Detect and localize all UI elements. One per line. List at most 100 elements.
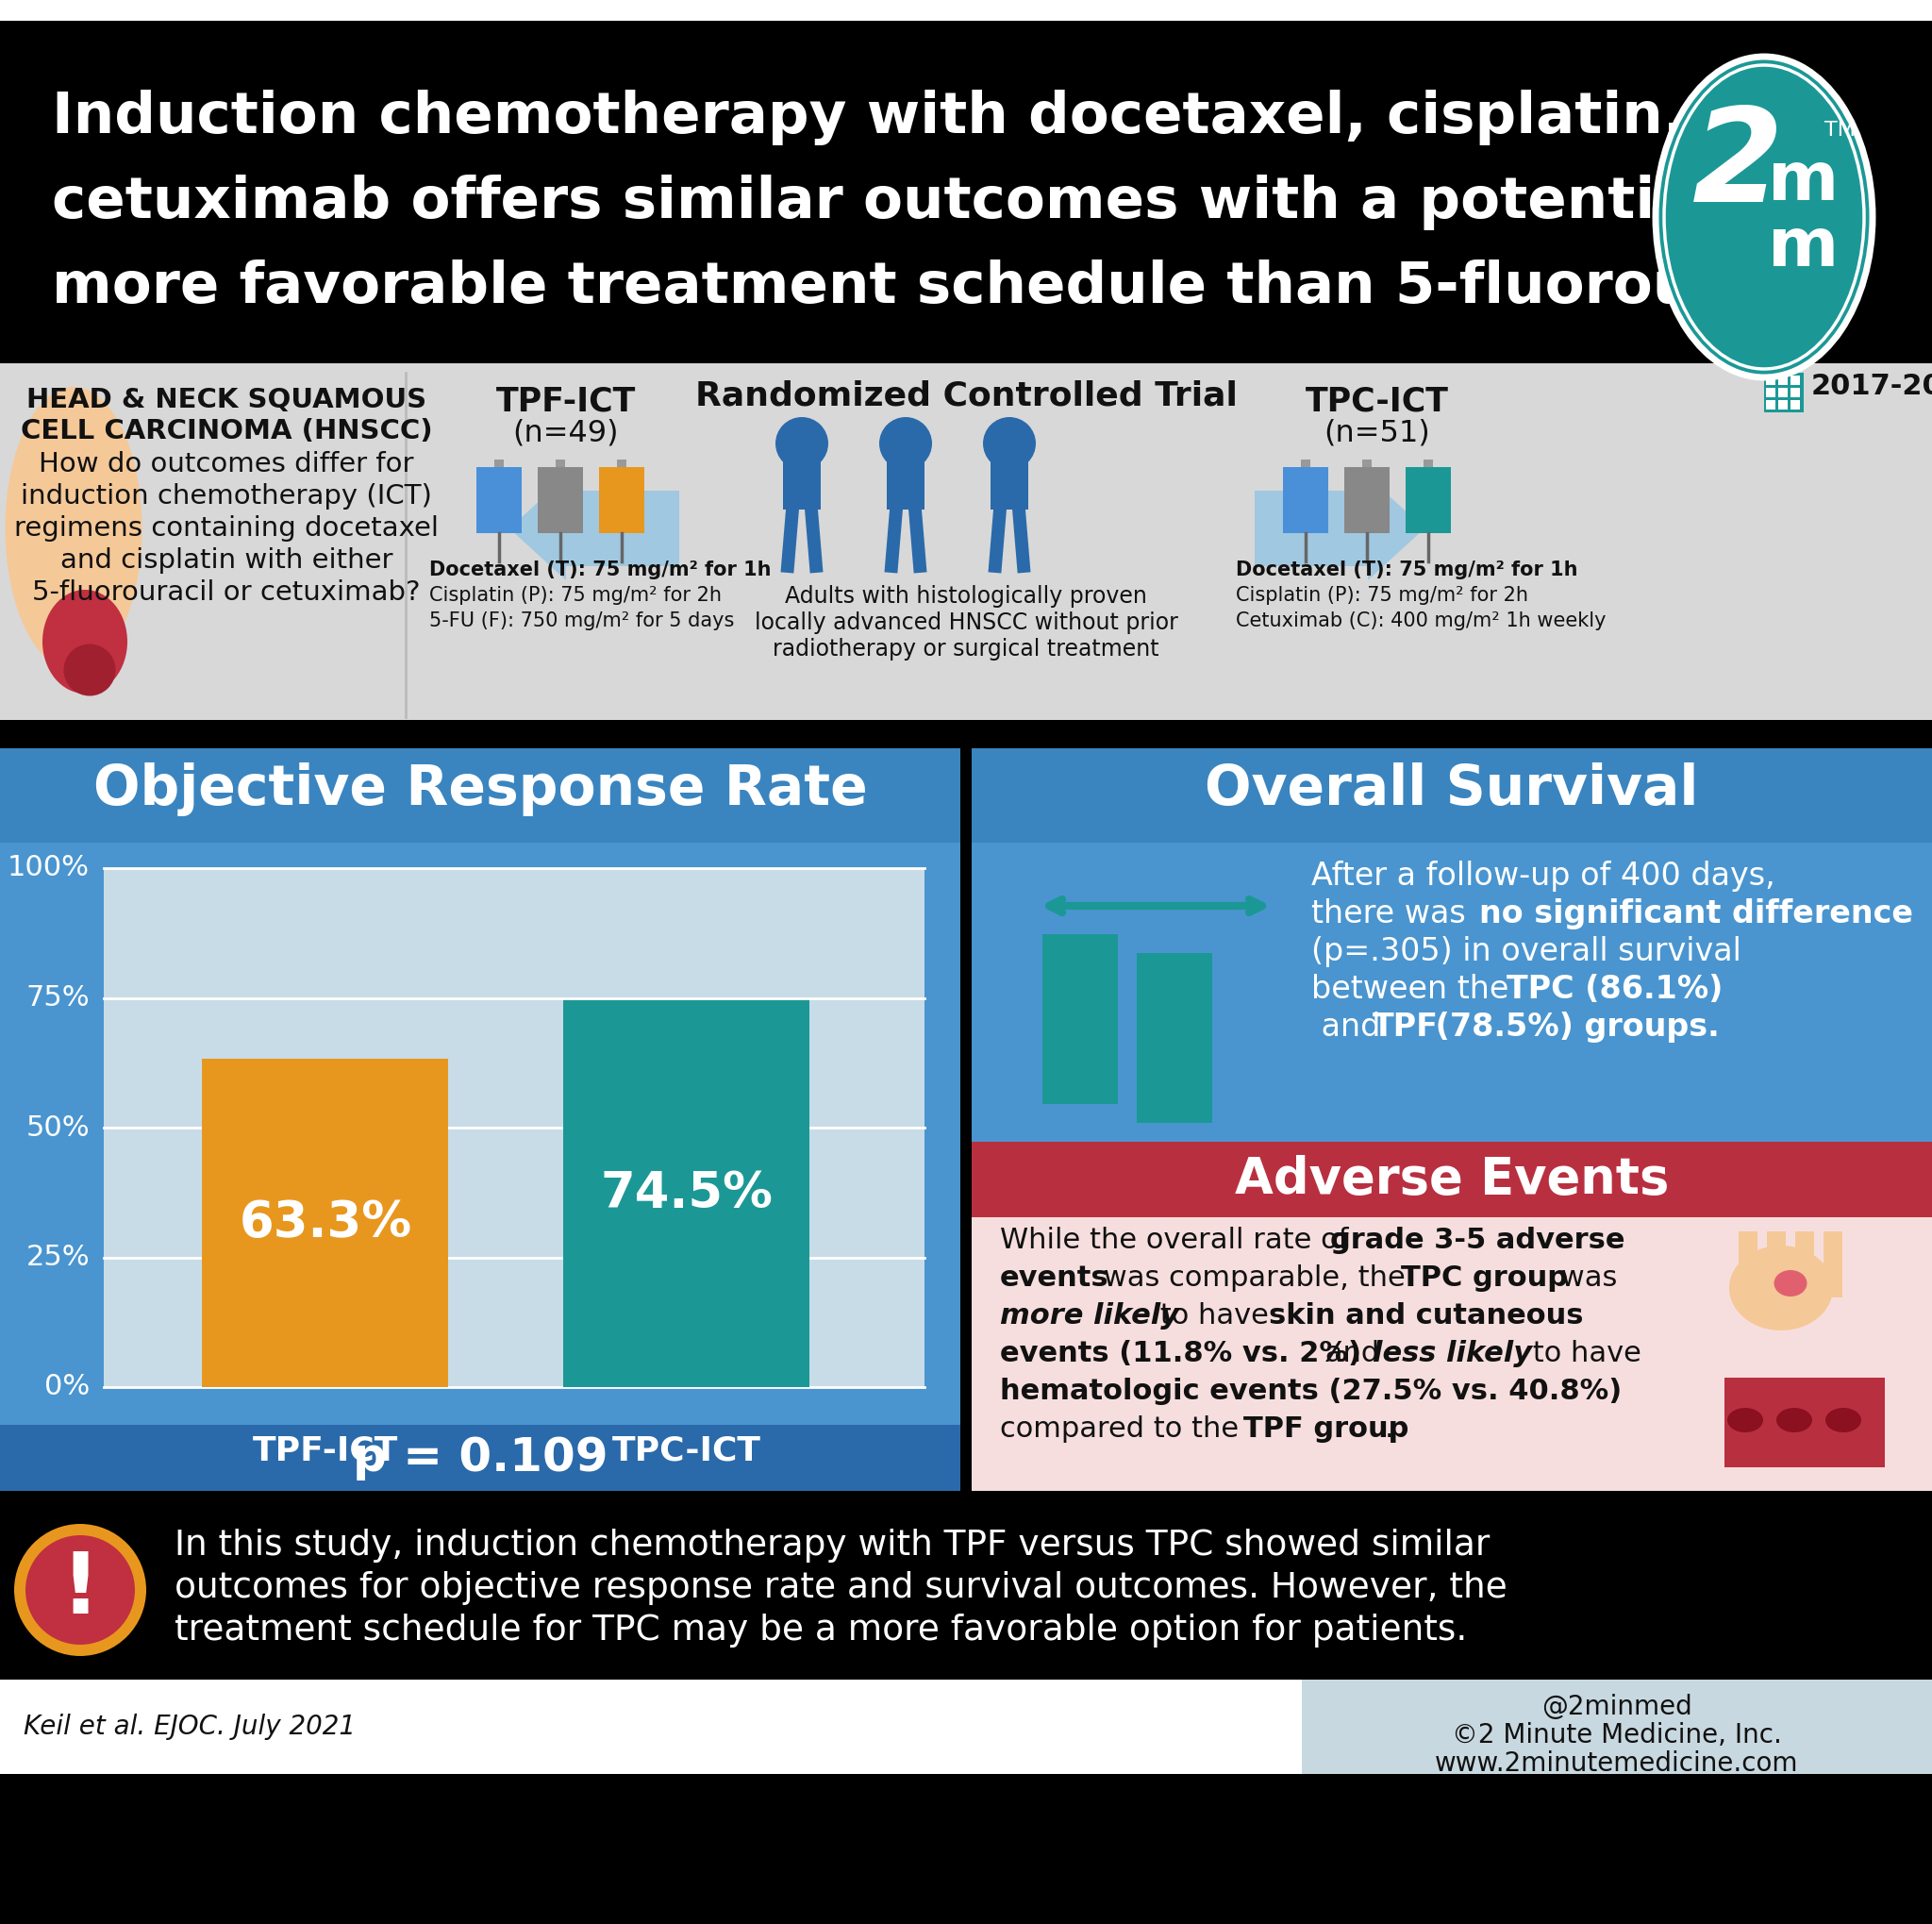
Text: .: . <box>1385 1416 1393 1443</box>
Bar <box>1136 952 1211 1124</box>
Text: Adverse Events: Adverse Events <box>1235 1154 1669 1204</box>
Circle shape <box>775 418 829 469</box>
Text: (n=51): (n=51) <box>1323 418 1430 446</box>
Text: Adults with histologically proven: Adults with histologically proven <box>784 585 1148 608</box>
Text: TPF-ICT: TPF-ICT <box>253 1433 398 1466</box>
FancyArrow shape <box>1254 477 1424 581</box>
Bar <box>599 468 643 533</box>
Text: m: m <box>1768 215 1839 279</box>
Ellipse shape <box>1727 1408 1764 1431</box>
Text: Docetaxel (T): 75 mg/m² for 1h: Docetaxel (T): 75 mg/m² for 1h <box>1236 560 1578 579</box>
Text: was comparable, the: was comparable, the <box>1094 1264 1414 1291</box>
Text: TM: TM <box>1824 121 1855 140</box>
Bar <box>1824 1231 1843 1297</box>
Text: Cisplatin (P): 75 mg/m² for 2h: Cisplatin (P): 75 mg/m² for 2h <box>429 587 723 604</box>
Text: 2017-2019: 2017-2019 <box>1812 373 1932 400</box>
Bar <box>556 460 564 468</box>
Bar <box>495 460 504 468</box>
Bar <box>1043 935 1119 1104</box>
Text: to have: to have <box>1524 1339 1642 1368</box>
Bar <box>1791 375 1801 385</box>
Ellipse shape <box>43 591 128 693</box>
Text: and: and <box>1316 1339 1389 1368</box>
Text: induction chemotherapy (ICT): induction chemotherapy (ICT) <box>21 483 433 510</box>
Text: 5-FU (F): 750 mg/m² for 5 days: 5-FU (F): 750 mg/m² for 5 days <box>429 612 734 631</box>
Text: and: and <box>1312 1012 1391 1043</box>
Text: grade 3-5 adverse: grade 3-5 adverse <box>1329 1228 1625 1254</box>
Circle shape <box>25 1535 135 1645</box>
Bar <box>0 748 960 843</box>
Text: compared to the: compared to the <box>1001 1416 1248 1443</box>
Text: TPC-ICT: TPC-ICT <box>612 1433 761 1466</box>
Bar <box>1795 1231 1814 1297</box>
Text: TPC-ICT: TPC-ICT <box>1306 385 1449 418</box>
Bar <box>0 364 1932 720</box>
Text: www.2minutemedicine.com: www.2minutemedicine.com <box>1435 1751 1799 1776</box>
Text: 0%: 0% <box>44 1374 89 1401</box>
Bar <box>1300 460 1310 468</box>
Text: locally advanced HNSCC without prior: locally advanced HNSCC without prior <box>753 612 1179 635</box>
Bar <box>1777 389 1787 396</box>
Text: 50%: 50% <box>25 1114 89 1141</box>
Bar <box>972 748 1932 843</box>
Text: After a follow-up of 400 days,: After a follow-up of 400 days, <box>1312 860 1776 891</box>
Bar <box>1791 389 1801 396</box>
Text: 25%: 25% <box>25 1243 89 1272</box>
Text: In this study, induction chemotherapy with TPF versus TPC showed similar: In this study, induction chemotherapy wi… <box>174 1530 1490 1562</box>
Bar <box>1345 468 1389 533</box>
Ellipse shape <box>6 387 141 670</box>
Text: between the: between the <box>1312 974 1519 1004</box>
Text: outcomes for objective response rate and survival outcomes. However, the: outcomes for objective response rate and… <box>174 1572 1507 1605</box>
Text: 100%: 100% <box>8 854 89 881</box>
Text: 63.3%: 63.3% <box>240 1199 412 1247</box>
Text: events (11.8% vs. 2%): events (11.8% vs. 2%) <box>1001 1339 1362 1368</box>
Text: hematologic events (27.5% vs. 40.8%): hematologic events (27.5% vs. 40.8%) <box>1001 1378 1621 1405</box>
Bar <box>0 1491 1932 1510</box>
Ellipse shape <box>1656 56 1872 377</box>
Text: cetuximab offers similar outcomes with a potentially: cetuximab offers similar outcomes with a… <box>52 175 1772 231</box>
Bar <box>564 1000 810 1387</box>
Text: Overall Survival: Overall Survival <box>1206 762 1698 816</box>
Text: Keil et al. EJOC. July 2021: Keil et al. EJOC. July 2021 <box>23 1714 355 1739</box>
Bar <box>1302 1680 1932 1774</box>
Text: Docetaxel (T): 75 mg/m² for 1h: Docetaxel (T): 75 mg/m² for 1h <box>429 560 771 579</box>
Text: Randomized Controlled Trial: Randomized Controlled Trial <box>696 381 1236 412</box>
Text: @2minmed: @2minmed <box>1542 1693 1692 1720</box>
FancyArrow shape <box>510 477 680 581</box>
Text: CELL CARCINOMA (HNSCC): CELL CARCINOMA (HNSCC) <box>21 418 433 444</box>
Text: (p=.305) in overall survival: (p=.305) in overall survival <box>1312 937 1741 968</box>
Bar <box>972 843 1932 1141</box>
Bar <box>203 1058 448 1387</box>
Text: more likely: more likely <box>1001 1303 1179 1329</box>
Text: (n=49): (n=49) <box>514 418 618 446</box>
Text: events: events <box>1001 1264 1109 1291</box>
Bar <box>1791 400 1801 410</box>
Bar <box>1777 400 1787 410</box>
Text: less likely: less likely <box>1372 1339 1532 1368</box>
Text: (78.5%) groups.: (78.5%) groups. <box>1424 1012 1719 1043</box>
Bar <box>972 1141 1932 1491</box>
Text: 75%: 75% <box>25 985 89 1012</box>
Ellipse shape <box>64 645 116 696</box>
Bar <box>0 720 1932 748</box>
Bar <box>991 448 1028 510</box>
Text: ©2 Minute Medicine, Inc.: ©2 Minute Medicine, Inc. <box>1451 1722 1781 1749</box>
Bar <box>1424 460 1434 468</box>
Text: TPC group: TPC group <box>1401 1264 1569 1291</box>
Bar <box>1777 375 1787 385</box>
Text: While the overall rate of: While the overall rate of <box>1001 1228 1358 1254</box>
Text: 5-fluorouracil or cetuximab?: 5-fluorouracil or cetuximab? <box>33 579 421 606</box>
Text: regimens containing docetaxel: regimens containing docetaxel <box>14 516 439 543</box>
Text: more favorable treatment schedule than 5-fluorouracil: more favorable treatment schedule than 5… <box>52 260 1833 316</box>
Bar <box>887 448 925 510</box>
Bar <box>1768 1231 1785 1297</box>
Bar <box>537 468 583 533</box>
Bar <box>1725 1378 1886 1468</box>
Text: was: was <box>1551 1264 1617 1291</box>
Text: skin and cutaneous: skin and cutaneous <box>1269 1303 1584 1329</box>
Text: TPF: TPF <box>1372 1012 1439 1043</box>
Bar <box>782 448 821 510</box>
Bar <box>616 460 626 468</box>
Ellipse shape <box>1776 1408 1812 1431</box>
Bar <box>1406 468 1451 533</box>
